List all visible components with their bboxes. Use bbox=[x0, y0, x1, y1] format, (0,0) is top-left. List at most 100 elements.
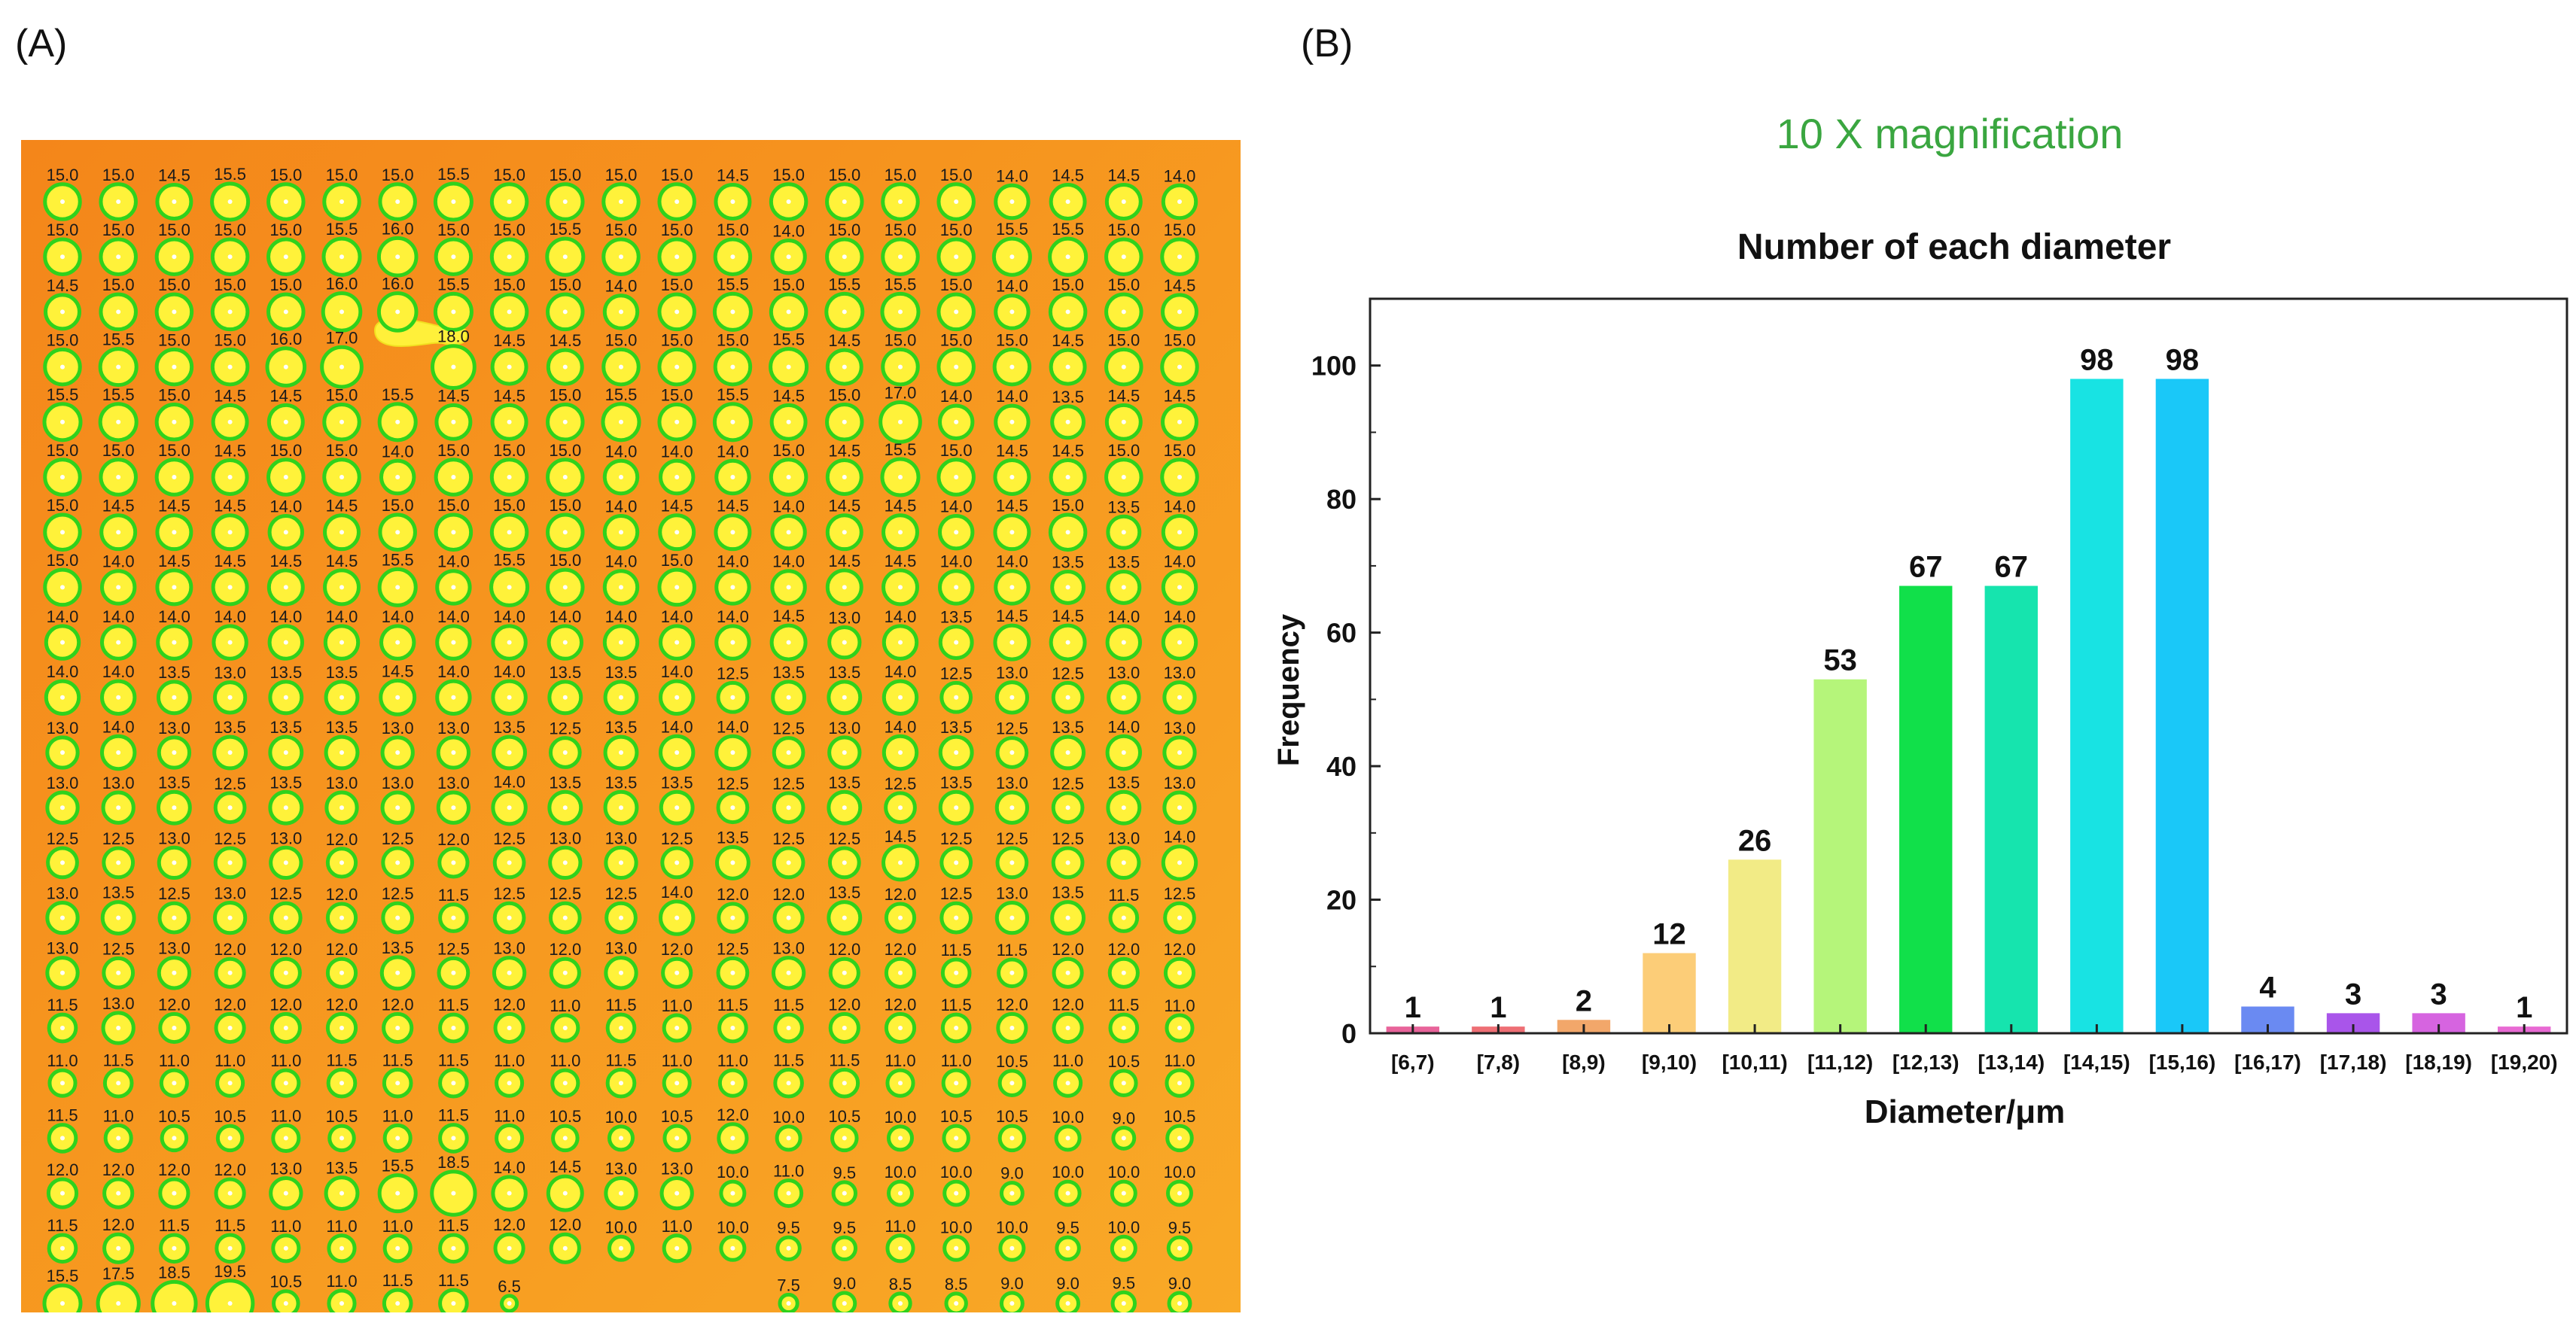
droplet-center bbox=[60, 309, 65, 315]
droplet-center bbox=[1009, 364, 1015, 369]
droplet-diameter-label: 14.5 bbox=[828, 552, 860, 570]
droplet: 9.5 bbox=[831, 1218, 858, 1262]
droplet-diameter-label: 14.0 bbox=[940, 497, 973, 516]
droplet: 14.5 bbox=[211, 552, 249, 607]
droplet: 12.5 bbox=[492, 829, 526, 880]
droplet-center bbox=[674, 750, 680, 755]
droplet-center bbox=[172, 199, 177, 204]
droplet: 14.0 bbox=[770, 552, 807, 606]
droplet-diameter-label: 10.0 bbox=[940, 1218, 973, 1236]
droplet: 12.5 bbox=[995, 719, 1029, 769]
droplet-center bbox=[395, 1026, 400, 1030]
droplet: 12.0 bbox=[326, 830, 358, 879]
droplet-center bbox=[898, 1191, 903, 1196]
droplet-center bbox=[1121, 585, 1126, 590]
droplet-center bbox=[730, 254, 735, 260]
droplet-diameter-label: 13.5 bbox=[326, 663, 358, 682]
droplet-center bbox=[562, 1026, 568, 1030]
droplet-diameter-label: 12.5 bbox=[605, 884, 638, 903]
droplet: 15.0 bbox=[546, 166, 585, 221]
droplet-center bbox=[60, 915, 65, 920]
droplet-center bbox=[730, 1136, 735, 1141]
droplet-center bbox=[1065, 1191, 1070, 1196]
droplet-center bbox=[172, 805, 177, 810]
droplet-center bbox=[116, 915, 121, 920]
droplet: 14.0 bbox=[602, 552, 640, 606]
droplet-center bbox=[1009, 254, 1015, 260]
droplet: 14.5 bbox=[769, 607, 808, 661]
droplet-center bbox=[1177, 640, 1182, 645]
droplet-center bbox=[507, 750, 512, 755]
droplet-diameter-label: 13.5 bbox=[269, 718, 302, 737]
droplet-center bbox=[395, 254, 400, 260]
x-tick-label: [17,18) bbox=[2320, 1051, 2387, 1074]
droplet: 15.0 bbox=[210, 330, 250, 387]
droplet-diameter-label: 12.0 bbox=[1164, 940, 1196, 959]
droplet-diameter-label: 12.0 bbox=[214, 940, 246, 959]
droplet: 14.5 bbox=[266, 552, 305, 607]
bar-value-label: 67 bbox=[1909, 551, 1943, 584]
droplet-center bbox=[619, 309, 623, 315]
droplet: 11.5 bbox=[215, 1216, 245, 1264]
droplet-center bbox=[395, 1245, 400, 1251]
droplet-diameter-label: 11.5 bbox=[215, 1216, 245, 1235]
droplet: 12.0 bbox=[493, 1215, 525, 1264]
droplet: 15.0 bbox=[154, 386, 194, 442]
droplet: 13.0 bbox=[827, 719, 862, 770]
droplet-center bbox=[1177, 1026, 1182, 1030]
droplet-diameter-label: 13.5 bbox=[605, 663, 638, 682]
droplet-center bbox=[674, 1081, 680, 1086]
droplet-diameter-label: 12.0 bbox=[326, 940, 358, 959]
droplet-diameter-label: 14.5 bbox=[549, 331, 581, 350]
droplet-center bbox=[227, 309, 233, 315]
droplet-center bbox=[674, 1026, 680, 1030]
droplet-diameter-label: 11.5 bbox=[47, 996, 78, 1014]
droplet-diameter-label: 15.0 bbox=[1164, 220, 1196, 239]
droplet-center bbox=[395, 750, 400, 755]
droplet-diameter-label: 16.0 bbox=[326, 275, 358, 293]
chart-title: Number of each diameter bbox=[1737, 227, 2171, 267]
droplet-center bbox=[340, 475, 344, 479]
droplet-diameter-label: 12.0 bbox=[885, 940, 917, 959]
droplet-diameter-label: 13.0 bbox=[326, 774, 358, 792]
droplet-center bbox=[451, 364, 456, 369]
droplet: 13.0 bbox=[380, 719, 415, 770]
droplet-diameter-label: 14.5 bbox=[772, 607, 805, 625]
droplet-center bbox=[1177, 1245, 1182, 1251]
droplet-diameter-label: 14.5 bbox=[885, 827, 917, 846]
droplet-center bbox=[842, 970, 847, 975]
droplet-circle bbox=[151, 1279, 198, 1312]
droplet-diameter-label: 12.0 bbox=[996, 995, 1028, 1014]
droplet-diameter-label: 14.0 bbox=[996, 277, 1028, 296]
droplet-diameter-label: 14.0 bbox=[326, 607, 358, 626]
droplet-center bbox=[283, 695, 288, 700]
droplet-diameter-label: 13.5 bbox=[269, 773, 302, 792]
droplet-center bbox=[1177, 1136, 1182, 1141]
droplet-center bbox=[1065, 309, 1070, 315]
droplet-diameter-label: 9.5 bbox=[777, 1218, 800, 1237]
droplet: 14.5 bbox=[825, 331, 863, 386]
droplet: 15.0 bbox=[601, 220, 641, 276]
y-tick-label: 80 bbox=[1326, 484, 1357, 515]
droplet-center bbox=[451, 1301, 456, 1306]
droplet: 14.0 bbox=[994, 166, 1031, 220]
droplet-center bbox=[730, 1245, 735, 1251]
droplet-center bbox=[898, 309, 903, 315]
droplet: 14.0 bbox=[994, 277, 1031, 330]
droplet-center bbox=[507, 1245, 512, 1251]
droplet-center bbox=[1177, 750, 1182, 755]
droplet-center bbox=[451, 585, 456, 590]
droplet: 15.0 bbox=[657, 551, 696, 607]
droplet-center bbox=[227, 530, 233, 535]
droplet-diameter-label: 12.5 bbox=[382, 884, 414, 903]
droplet: 15.5 bbox=[42, 385, 83, 442]
droplet: 15.0 bbox=[322, 441, 361, 497]
droplet: 13.5 bbox=[827, 883, 863, 936]
droplet: 13.5 bbox=[1050, 552, 1086, 605]
droplet: 11.0 bbox=[662, 1217, 693, 1264]
droplet: 12.0 bbox=[269, 940, 302, 989]
droplet-center bbox=[1009, 640, 1015, 645]
microscope-image: 15.0 15.0 14.5 15.5 15.0 15.0 15.0 15.5 15.0 15.0… bbox=[21, 140, 1241, 1312]
droplet-center bbox=[507, 1301, 512, 1306]
droplet-diameter-label: 9.0 bbox=[1000, 1164, 1024, 1183]
